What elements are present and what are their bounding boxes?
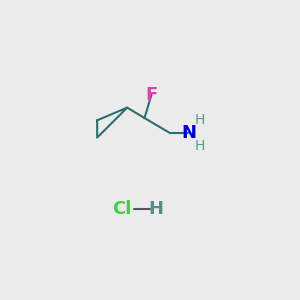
Text: H: H (195, 139, 205, 153)
Text: H: H (195, 113, 205, 127)
Text: N: N (181, 124, 196, 142)
Text: F: F (145, 86, 158, 104)
Text: Cl: Cl (112, 200, 131, 218)
Text: H: H (148, 200, 164, 218)
